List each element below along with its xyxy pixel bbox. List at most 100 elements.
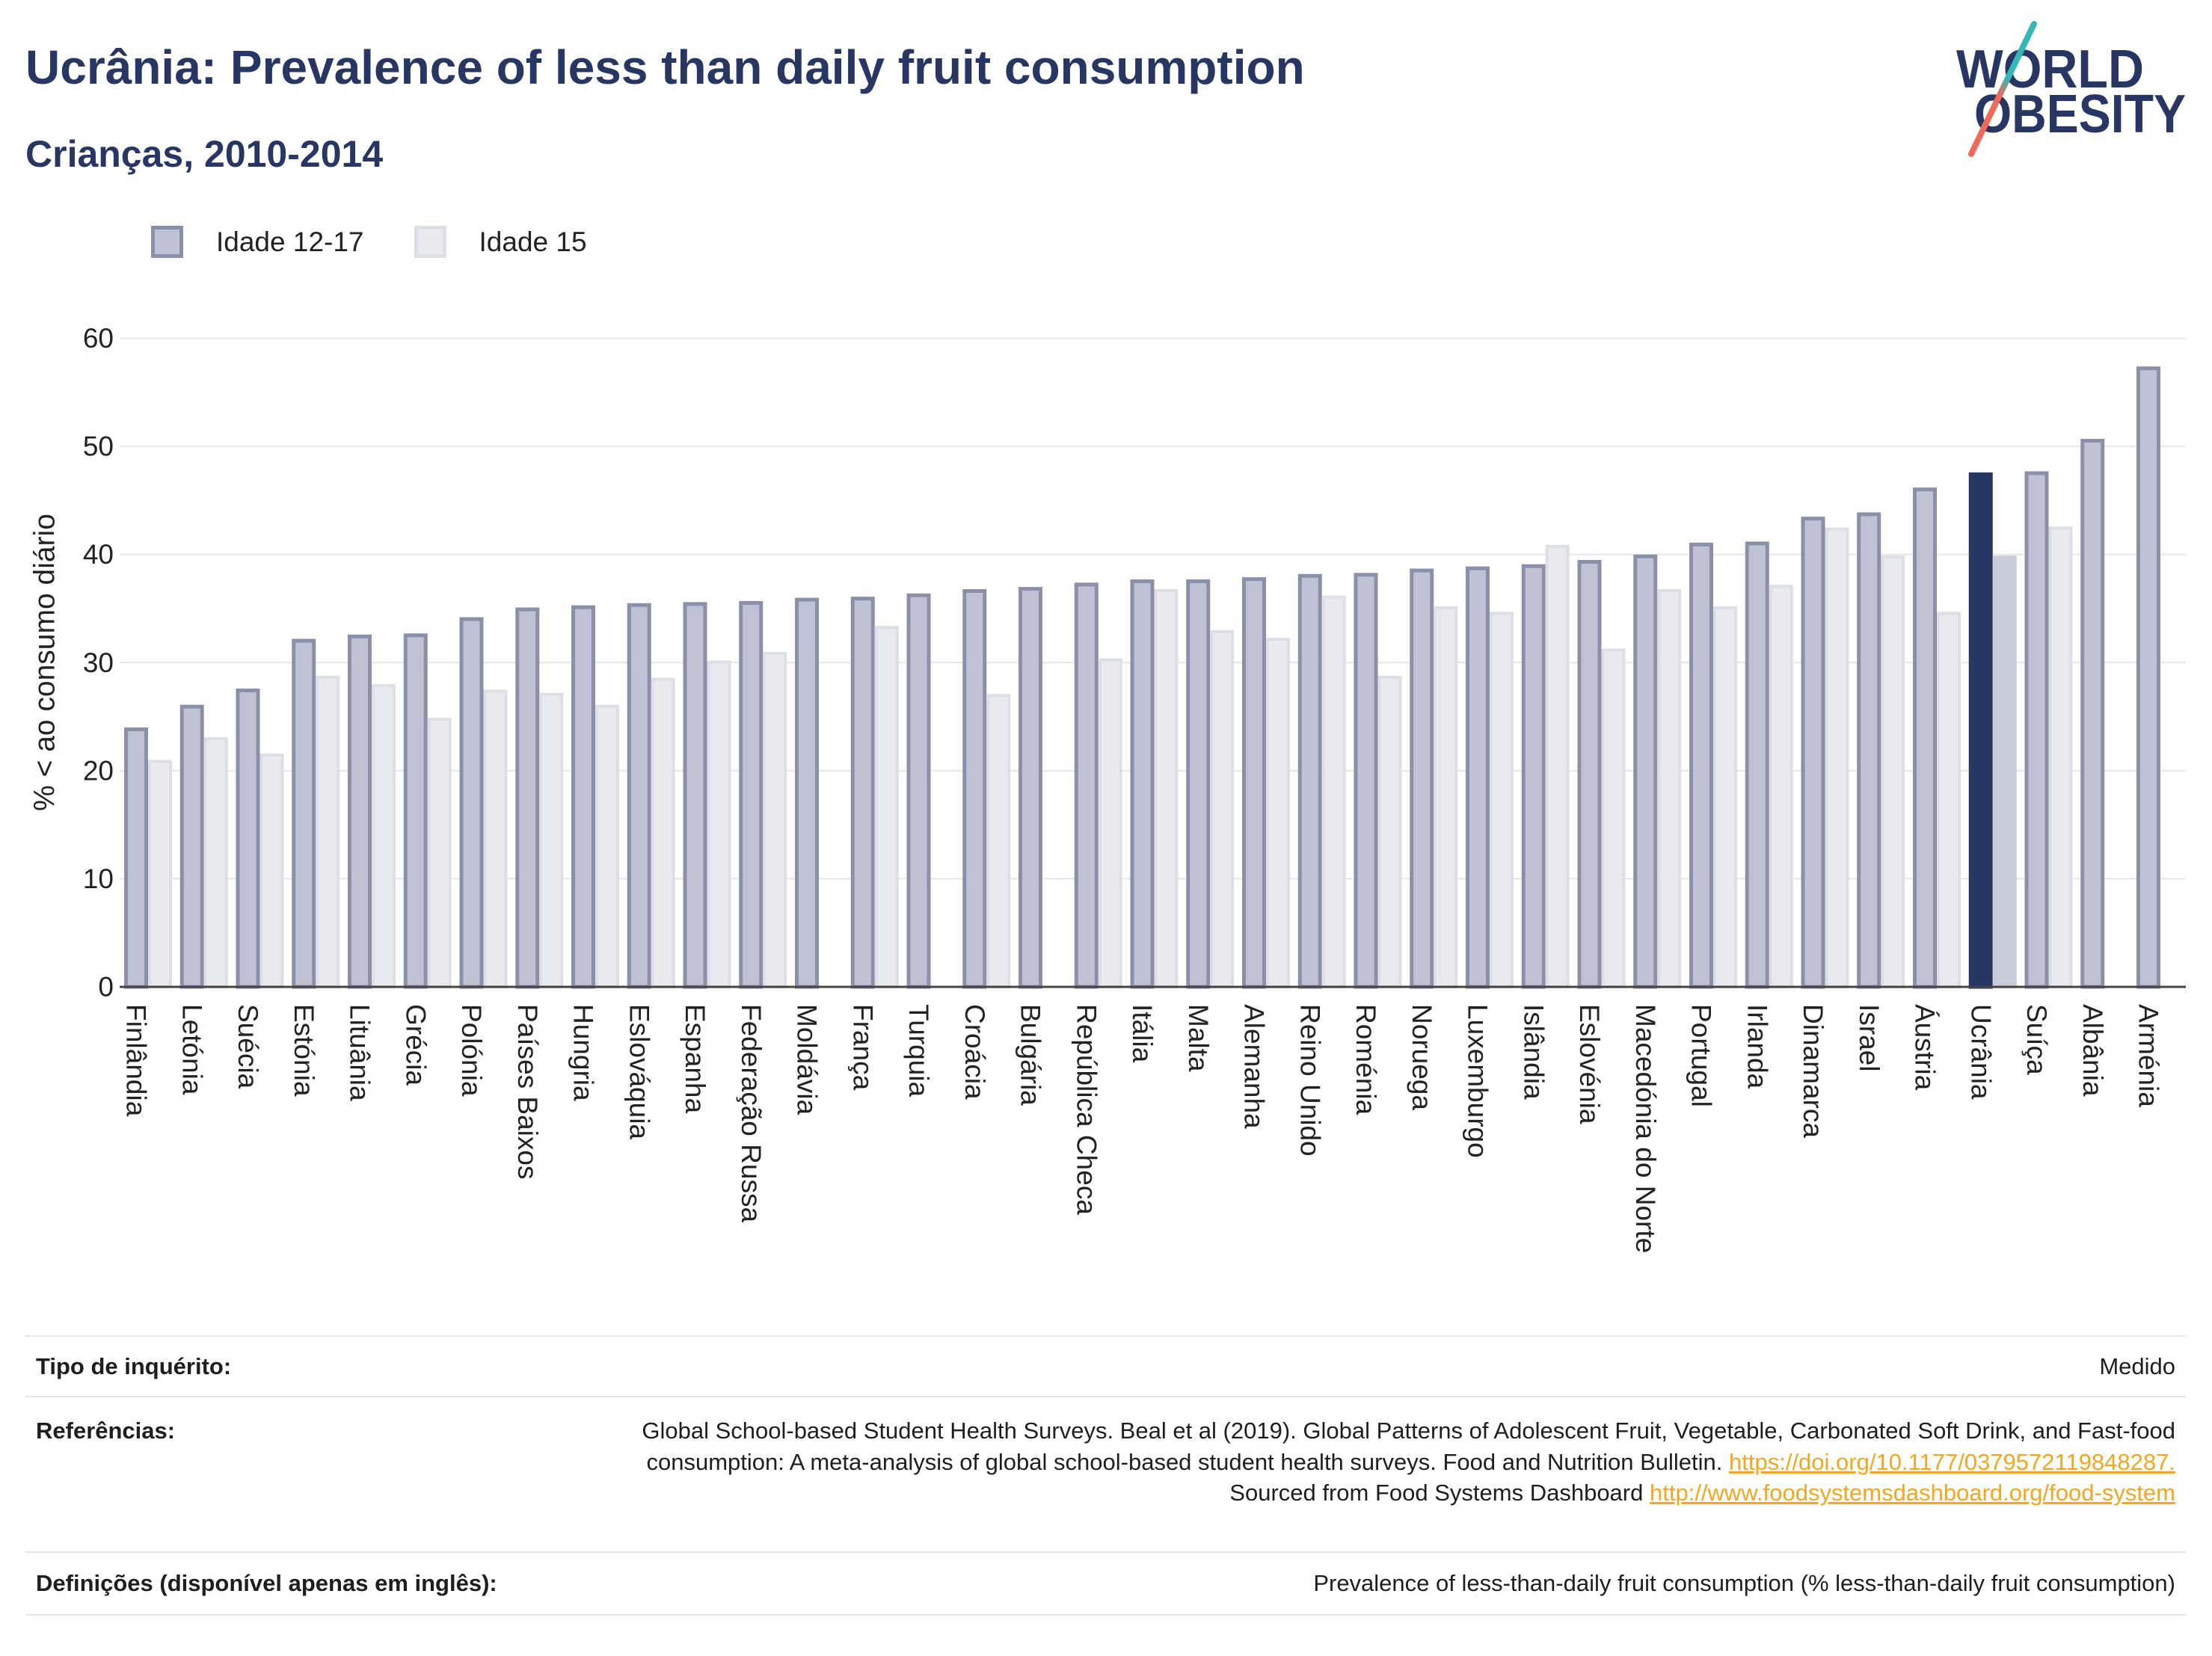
legend-swatch-dark: [151, 226, 183, 258]
bar-turquia-idade-12-17[interactable]: [906, 593, 931, 989]
bar-suica-idade-15[interactable]: [2048, 526, 2073, 988]
references-label: Referências:: [36, 1418, 176, 1444]
bar-luxemburgo-idade-15[interactable]: [1490, 612, 1514, 988]
bar-federacao-russa-idade-15[interactable]: [763, 651, 787, 988]
bar-dinamarca-idade-15[interactable]: [1825, 527, 1849, 988]
x-tick-label: Roménia: [1351, 1004, 1381, 1115]
definitions-row: Definições (disponível apenas em inglês)…: [25, 1551, 2186, 1616]
bar-eslovenia-idade-15[interactable]: [1601, 648, 1626, 988]
bar-moldavia-idade-12-17[interactable]: [795, 597, 819, 989]
bar-eslovaquia-idade-12-17[interactable]: [627, 603, 651, 989]
bar-lituania-idade-12-17[interactable]: [348, 634, 372, 989]
x-tick-label: Ucrânia: [1965, 1004, 1996, 1100]
bar-espanha-idade-12-17[interactable]: [683, 602, 707, 989]
bar-republica-checa-idade-12-17[interactable]: [1074, 582, 1099, 989]
y-tick-label: 10: [83, 864, 114, 894]
x-tick-label: Turquia: [903, 1004, 934, 1098]
bar-malta-idade-12-17[interactable]: [1186, 579, 1211, 989]
bar-albania-idade-12-17[interactable]: [2080, 439, 2105, 989]
bar-suica-idade-12-17[interactable]: [2024, 471, 2049, 989]
bar-paises-baixos-idade-15[interactable]: [539, 692, 564, 989]
logo-word-world: WORLD: [1956, 40, 2144, 99]
bar-ucrania-idade-12-17[interactable]: [1968, 472, 1993, 989]
bar-malta-idade-15[interactable]: [1210, 630, 1235, 988]
bar-islandia-idade-15[interactable]: [1545, 544, 1570, 988]
bar-suecia-idade-12-17[interactable]: [236, 688, 260, 989]
bar-romenia-idade-15[interactable]: [1377, 675, 1402, 988]
bar-estonia-idade-12-17[interactable]: [292, 638, 316, 989]
bar-polonia-idade-12-17[interactable]: [459, 617, 484, 989]
bar-luxemburgo-idade-12-17[interactable]: [1466, 566, 1490, 989]
bar-lituania-idade-15[interactable]: [372, 684, 396, 988]
bar-portugal-idade-15[interactable]: [1713, 606, 1737, 988]
bar-grecia-idade-15[interactable]: [427, 718, 452, 988]
bar-macedonia-do-norte-idade-12-17[interactable]: [1633, 554, 1658, 989]
bar-republica-checa-idade-15[interactable]: [1098, 658, 1122, 988]
bar-reino-unido-idade-12-17[interactable]: [1297, 573, 1322, 989]
bar-estonia-idade-15[interactable]: [316, 675, 340, 988]
bar-islandia-idade-12-17[interactable]: [1521, 564, 1546, 989]
bar-alemanha-idade-15[interactable]: [1266, 638, 1290, 989]
bar-macedonia-do-norte-idade-15[interactable]: [1657, 588, 1682, 988]
food-systems-dashboard-link[interactable]: http://www.foodsystemsdashboard.org/food…: [1650, 1480, 2175, 1506]
survey-type-label: Tipo de inquérito:: [36, 1352, 232, 1379]
bar-hungria-idade-15[interactable]: [595, 704, 619, 989]
bar-alemanha-idade-12-17[interactable]: [1242, 577, 1266, 989]
y-tick-label: 30: [83, 647, 114, 678]
y-axis-title: % < ao consumo diário: [29, 514, 61, 811]
x-tick-label: Dinamarca: [1798, 1004, 1828, 1138]
x-tick-label: Arménia: [2133, 1004, 2164, 1107]
x-tick-label: Espanha: [680, 1004, 710, 1113]
bar-franca-idade-15[interactable]: [874, 626, 899, 988]
x-tick-label: Eslováquia: [624, 1004, 654, 1139]
x-tick-label: República Checa: [1071, 1004, 1102, 1215]
references-row: Referências: Global School-based Student…: [25, 1396, 2186, 1551]
x-tick-label: França: [847, 1004, 878, 1091]
bar-noruega-idade-12-17[interactable]: [1410, 568, 1434, 989]
bar-ucrania-idade-15[interactable]: [1992, 555, 2017, 988]
bar-romenia-idade-12-17[interactable]: [1354, 573, 1378, 989]
bar-italia-idade-15[interactable]: [1154, 588, 1179, 988]
bar-irlanda-idade-12-17[interactable]: [1745, 541, 1769, 989]
bar-grecia-idade-12-17[interactable]: [403, 633, 428, 989]
bar-bulgaria-idade-12-17[interactable]: [1019, 587, 1042, 989]
y-tick-label: 60: [83, 323, 114, 354]
x-tick-label: Bulgária: [1016, 1004, 1046, 1106]
survey-type-row: Tipo de inquérito: Medido: [25, 1335, 2186, 1396]
bar-eslovaquia-idade-15[interactable]: [651, 677, 675, 988]
doi-link[interactable]: https://doi.org/10.1177/0379572119848287…: [1729, 1448, 2175, 1475]
bar-federacao-russa-idade-12-17[interactable]: [739, 600, 764, 989]
x-tick-label: Moldávia: [792, 1004, 823, 1115]
legend-item-idade-15[interactable]: Idade 15: [414, 226, 587, 258]
y-tick-label: 50: [83, 431, 114, 462]
bar-dinamarca-idade-12-17[interactable]: [1801, 517, 1825, 989]
bar-eslovenia-idade-12-17[interactable]: [1577, 559, 1602, 989]
legend-swatch-light: [414, 226, 446, 258]
bar-letonia-idade-15[interactable]: [203, 737, 228, 989]
bar-hungria-idade-12-17[interactable]: [571, 605, 595, 989]
bar-italia-idade-12-17[interactable]: [1130, 579, 1155, 989]
bar-austria-idade-15[interactable]: [1937, 612, 1961, 988]
bar-noruega-idade-15[interactable]: [1434, 606, 1458, 988]
bar-franca-idade-12-17[interactable]: [850, 597, 875, 989]
bar-israel-idade-12-17[interactable]: [1857, 512, 1881, 989]
x-tick-label: Federação Russa: [736, 1004, 766, 1222]
chart-title: Ucrânia: Prevalence of less than daily f…: [25, 40, 1305, 94]
bar-israel-idade-15[interactable]: [1881, 555, 1905, 988]
bar-suecia-idade-15[interactable]: [259, 753, 284, 989]
bar-finlandia-idade-15[interactable]: [148, 760, 172, 988]
bar-espanha-idade-15[interactable]: [707, 660, 731, 989]
bar-paises-baixos-idade-12-17[interactable]: [515, 607, 540, 989]
bar-polonia-idade-15[interactable]: [483, 689, 508, 988]
bar-croacia-idade-12-17[interactable]: [962, 588, 987, 989]
bar-croacia-idade-15[interactable]: [986, 694, 1011, 988]
bar-irlanda-idade-15[interactable]: [1769, 585, 1793, 988]
bar-austria-idade-12-17[interactable]: [1913, 487, 1937, 989]
bar-finlandia-idade-12-17[interactable]: [124, 727, 148, 989]
bar-letonia-idade-12-17[interactable]: [179, 704, 204, 989]
bar-chart: 0 10 20 30 40 50 60 Finlândia Letónia Suécia Estón…: [29, 323, 2186, 1253]
legend-item-idade-12-17[interactable]: Idade 12-17: [151, 226, 364, 258]
bar-armenia-idade-12-17[interactable]: [2136, 366, 2160, 989]
bar-portugal-idade-12-17[interactable]: [1689, 542, 1713, 989]
bar-reino-unido-idade-15[interactable]: [1321, 595, 1346, 988]
